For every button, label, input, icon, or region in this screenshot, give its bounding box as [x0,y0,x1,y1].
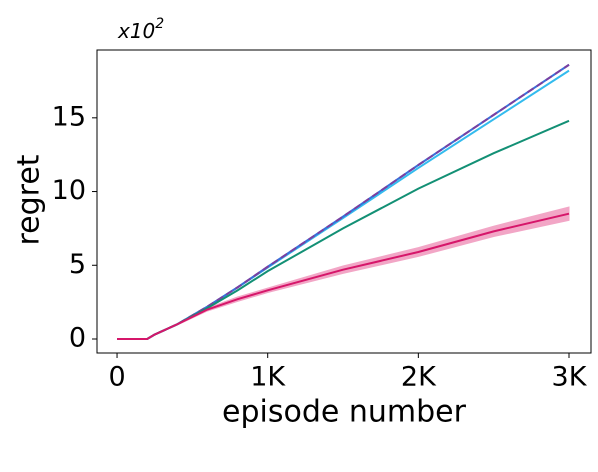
y-tick-label: 5 [69,249,86,280]
y-tick-label: 15 [52,101,86,132]
y-multiplier: x102 [117,16,164,43]
x-axis-label: episode number [222,395,467,430]
y-axis-label: regret [12,154,47,245]
x-tick-label: 0 [108,362,125,393]
series-line [117,63,570,340]
y-tick-label: 10 [52,175,86,206]
y-tick-label: 0 [69,322,86,353]
multiplier-base: x10 [117,19,155,43]
x-tick-label: 1K [250,362,286,393]
x-tick-label: 2K [401,362,437,393]
x-tick-label: 3K [552,362,588,393]
plot-frame [96,49,592,354]
series-line [117,212,570,340]
multiplier-exponent: 2 [155,16,164,32]
series-line [117,63,570,340]
